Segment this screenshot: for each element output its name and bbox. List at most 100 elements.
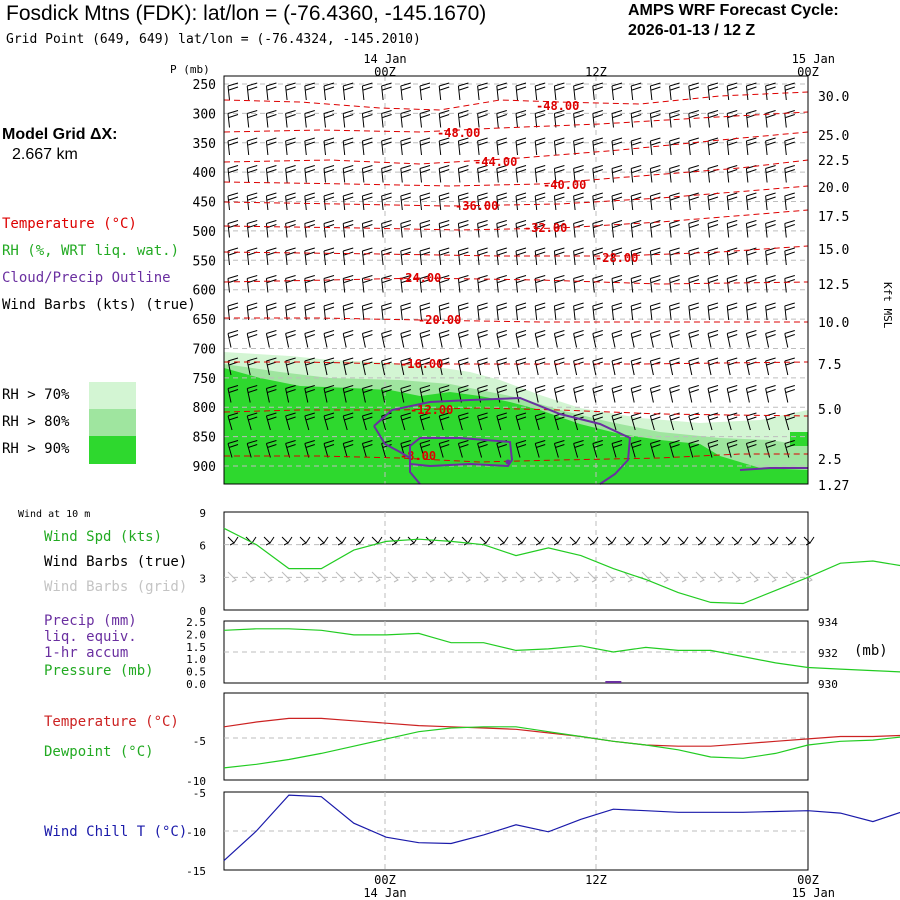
wind-barb [573, 220, 584, 238]
wind-barb [649, 357, 661, 376]
wind-barb [265, 110, 277, 128]
bottom-hour-label: 12Z [585, 873, 607, 887]
wind-barb [477, 137, 488, 156]
isotherm-label: -28.00 [595, 251, 638, 265]
wind-barb [669, 110, 680, 128]
wind-barb [553, 220, 565, 238]
wind-barb-true [623, 536, 635, 546]
pressure-tick: 600 [193, 284, 216, 299]
wind-barb [381, 330, 392, 348]
cycle-label: AMPS WRF Forecast Cycle: [628, 2, 839, 19]
wind-barb [515, 110, 527, 128]
wind-barb [496, 220, 507, 238]
wind-barb [285, 385, 296, 403]
wind-barb [246, 412, 258, 431]
pressure-tick: 850 [193, 431, 216, 446]
wind-barb [573, 302, 584, 321]
wind-barb [573, 357, 584, 376]
wind-barb [784, 192, 795, 211]
legend-rh70-swatch [89, 382, 136, 409]
wind-barb [361, 165, 373, 183]
wind-barb [304, 302, 315, 321]
isotherm-line [224, 361, 809, 365]
isotherm-line [223, 91, 809, 111]
wind-barb [265, 440, 277, 458]
wind-barb [285, 137, 296, 156]
height-tick: 10.0 [818, 316, 849, 331]
wind-barb [553, 192, 565, 211]
wind-barb [765, 110, 776, 128]
wind-barb [361, 137, 373, 156]
precip-bar [605, 681, 622, 683]
legend-rh: RH (%, WRT liq. wat.) [2, 243, 180, 259]
wind-barb [534, 192, 546, 211]
wind-barb [227, 137, 239, 156]
wind-barb-true [497, 536, 509, 546]
wind-barb [246, 330, 258, 348]
panel-frame [223, 511, 809, 611]
wind-ytick: 6 [199, 540, 206, 553]
wind-barb [592, 385, 603, 403]
wind-barb-grid [533, 571, 543, 583]
wind-barb [649, 82, 661, 101]
wind-barb [496, 412, 507, 431]
wind-barb [784, 302, 795, 321]
wind-barb [496, 192, 507, 211]
wind-ytick: 3 [199, 572, 206, 585]
isotherm-label: -32.00 [524, 221, 567, 235]
lower-panels: 96302.52.01.51.00.50.0934932930-5-10-5-1… [186, 507, 900, 900]
wind-barb [342, 82, 354, 101]
windchill-ytick: -5 [193, 787, 206, 800]
dewpoint-line [223, 726, 900, 769]
wind-barb [265, 137, 277, 156]
wind-barb [630, 357, 642, 376]
isotherm-line [223, 277, 809, 285]
pressure-axis-label: P (mb) [170, 63, 210, 76]
wind-barb-grid [227, 571, 237, 583]
wind-barb [381, 275, 392, 293]
wind-barb-layer [227, 82, 795, 458]
wind-barb [611, 192, 623, 211]
wind-barb [630, 165, 642, 183]
xsec-frame [223, 75, 809, 485]
wind-barb [438, 330, 450, 348]
wind-barb [707, 137, 719, 156]
wind-barb [669, 137, 680, 156]
pressure-tick: 450 [193, 196, 216, 211]
wind-barb [515, 412, 527, 431]
wind-barb [611, 220, 623, 238]
wind-barb-grid [731, 571, 741, 583]
wind-barb [304, 357, 315, 376]
wind-barb [630, 192, 642, 211]
wind-barb [745, 192, 757, 211]
wind-barb [496, 137, 507, 156]
wind-barb [438, 165, 450, 183]
wind-barb [323, 330, 335, 348]
wind-barb [515, 385, 527, 403]
wind-barb [400, 220, 411, 238]
wind-barb [573, 165, 584, 183]
wind-barb [419, 412, 431, 431]
wind-barb [726, 137, 738, 156]
wind-barb-grid [497, 571, 507, 583]
wind-barb [400, 385, 411, 403]
wind-barb-grid [245, 571, 255, 583]
wind-barb [669, 192, 680, 211]
wind-barb [285, 82, 296, 101]
wind-barb [438, 82, 450, 101]
wind-barb [342, 302, 354, 321]
wind-10m-label: Wind at 10 m [18, 509, 91, 520]
wind-barb [438, 137, 450, 156]
wind-barb [477, 357, 488, 376]
wind-barb [246, 192, 258, 211]
isotherm-label: -16.00 [400, 357, 443, 371]
wind-barb [534, 110, 546, 128]
wind-barb [438, 412, 450, 431]
wind-barb [573, 330, 584, 348]
wind-barb [669, 275, 680, 293]
wind-barb [611, 302, 623, 321]
wind-barb [477, 220, 488, 238]
wind-barb [265, 302, 277, 321]
wind-barb [707, 357, 719, 376]
wind-barb [227, 275, 239, 293]
